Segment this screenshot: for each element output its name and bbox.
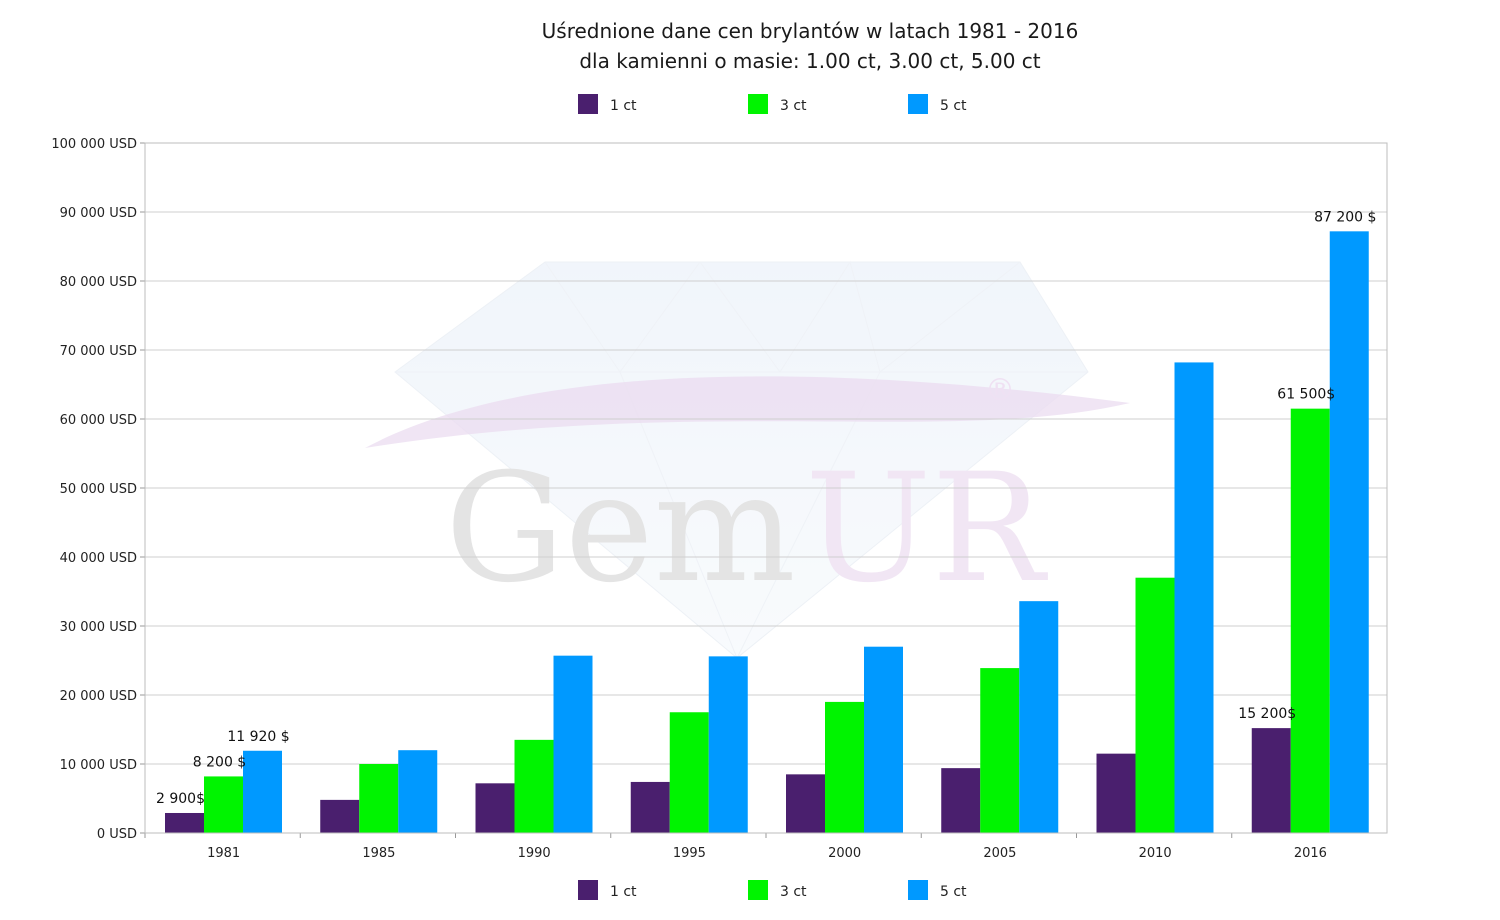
watermark-logo: Gem UR ®	[365, 260, 1130, 660]
bars	[165, 231, 1369, 833]
bar	[1096, 753, 1136, 833]
x-tick-label: 2010	[1139, 846, 1172, 861]
y-tick-label: 20 000 USD	[60, 689, 137, 704]
data-label: 8 200 $	[193, 754, 246, 770]
chart-subtitle: dla kamienni o masie: 1.00 ct, 3.00 ct, …	[579, 49, 1040, 73]
bar	[825, 701, 864, 833]
svg-text:®: ®	[985, 373, 1015, 408]
data-labels: 2 900$ 8 200 $ 11 920 $ 15 200$ 61 500$ 87 20…	[156, 209, 1376, 807]
y-tick-label: 0 USD	[97, 827, 137, 842]
bar	[475, 783, 515, 833]
bar	[514, 739, 554, 833]
bar	[980, 668, 1020, 833]
legend-bottom-item-label: 5 ct	[940, 884, 967, 900]
legend-bottom-item-label: 3 ct	[780, 884, 807, 900]
bar	[1251, 728, 1291, 833]
bar	[1135, 577, 1175, 833]
legend-top-item-label: 5 ct	[940, 98, 967, 114]
legend-top-item-swatch	[748, 94, 768, 114]
x-tick-label: 1981	[207, 846, 240, 861]
legend-bottom-item-swatch	[578, 880, 598, 900]
legend-top-item-label: 3 ct	[780, 98, 807, 114]
legend-top-item-label: 1 ct	[610, 98, 637, 114]
y-axis-ticks: 0 USD 10 000 USD 20 000 USD 30 000 USD 40 00…	[51, 137, 137, 842]
y-tick-label: 40 000 USD	[60, 551, 137, 566]
data-label: 2 900$	[156, 791, 205, 807]
chart-title: Uśrednione dane cen brylantów w latach 1…	[542, 19, 1079, 43]
legend-top-item-swatch	[578, 94, 598, 114]
y-tick-label: 70 000 USD	[60, 344, 137, 359]
x-tick-label: 1985	[362, 846, 395, 861]
bar	[398, 750, 438, 833]
bar	[786, 774, 825, 833]
data-label: 15 200$	[1238, 706, 1296, 722]
x-tick-label: 2016	[1294, 846, 1327, 861]
y-tick-label: 30 000 USD	[60, 620, 137, 635]
bar	[630, 781, 670, 833]
bar	[1019, 601, 1059, 833]
x-tick-label: 1990	[518, 846, 551, 861]
legend-bottom-item-label: 1 ct	[610, 884, 637, 900]
legend-bottom-item-swatch	[748, 880, 768, 900]
y-tick-label: 90 000 USD	[60, 206, 137, 221]
plot-border	[144, 142, 1388, 834]
svg-text:Gem: Gem	[445, 442, 796, 616]
y-tick-label: 10 000 USD	[60, 758, 137, 773]
legend-top-item-swatch	[908, 94, 928, 114]
x-tick-label: 2000	[828, 846, 861, 861]
bar	[1329, 231, 1369, 833]
bar	[359, 764, 399, 833]
bar	[1290, 408, 1330, 833]
legend-top: 1 ct 3 ct 5 ct	[578, 94, 967, 114]
bar	[204, 776, 243, 833]
bar	[864, 646, 903, 833]
y-tick-label: 100 000 USD	[51, 137, 137, 152]
x-tick-label: 1995	[673, 846, 706, 861]
y-tick-label: 60 000 USD	[60, 413, 137, 428]
bar	[553, 655, 593, 833]
bar	[320, 799, 360, 833]
bar	[165, 812, 204, 833]
bar	[243, 750, 282, 833]
legend-bottom: 1 ct 3 ct 5 ct	[578, 880, 967, 900]
bar	[1174, 362, 1214, 833]
x-tick-label: 2005	[983, 846, 1016, 861]
legend-bottom-item-swatch	[908, 880, 928, 900]
y-tick-label: 50 000 USD	[60, 482, 137, 497]
bar	[941, 768, 981, 833]
x-axis-ticks: 1981 1985 1990 1995 2000 2005 2010 2016	[144, 833, 1327, 861]
y-tick-label: 80 000 USD	[60, 275, 137, 290]
data-label: 87 200 $	[1314, 209, 1376, 225]
svg-text:UR: UR	[805, 442, 1048, 616]
bar	[708, 656, 748, 833]
data-label: 61 500$	[1277, 387, 1335, 403]
data-label: 11 920 $	[227, 729, 289, 745]
bar	[669, 712, 709, 833]
